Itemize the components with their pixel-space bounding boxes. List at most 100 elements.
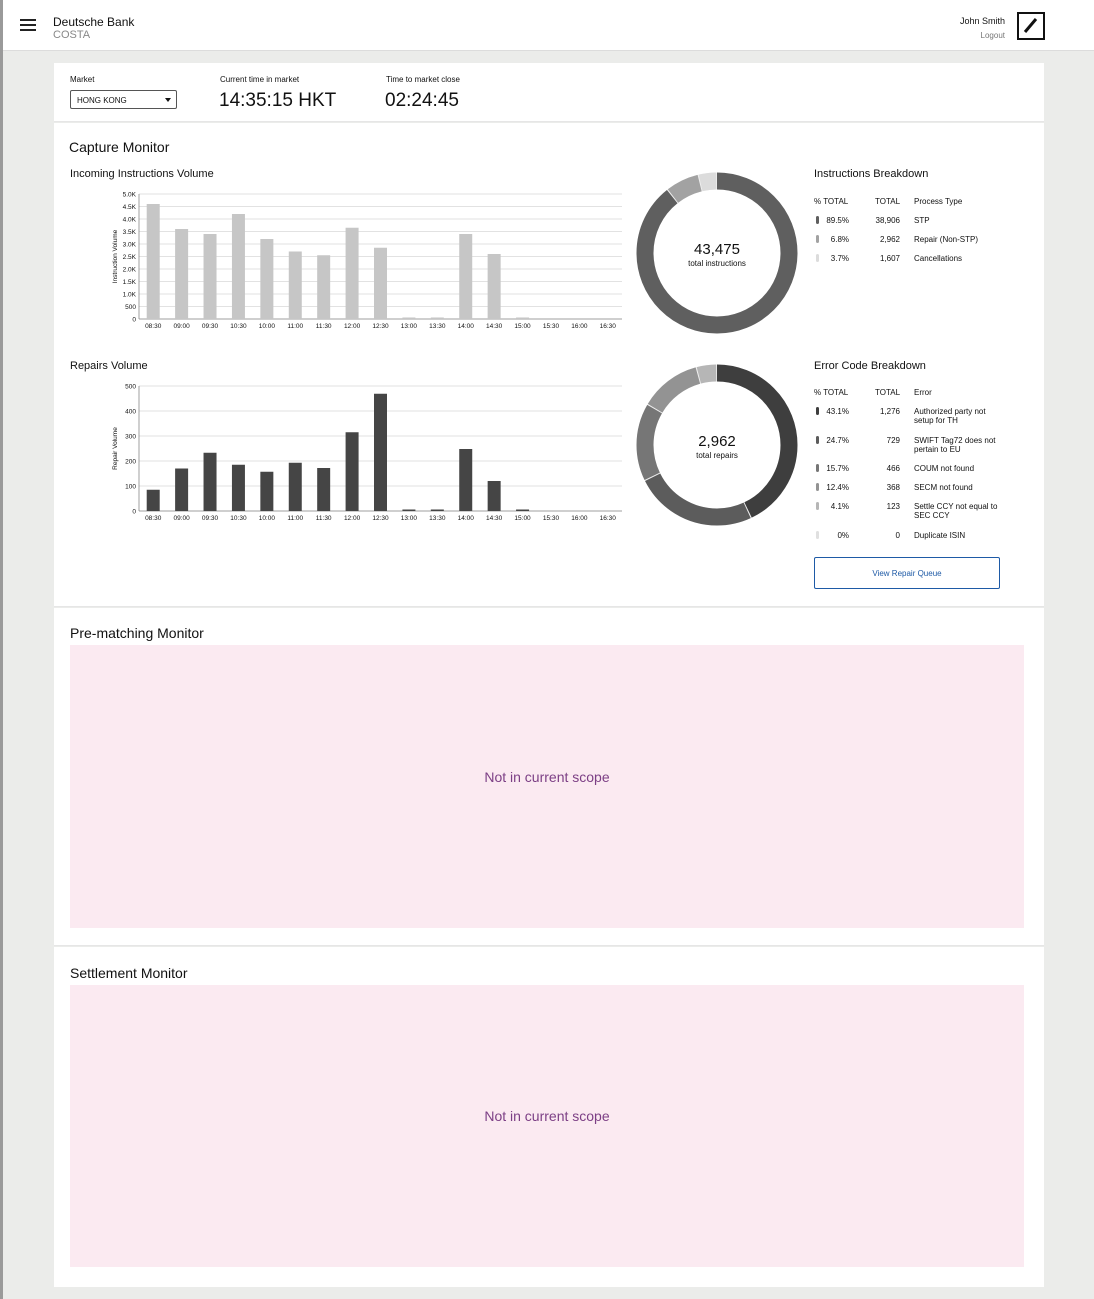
instructions-donut-center: 43,475 total instructions xyxy=(667,241,767,268)
bar xyxy=(260,471,274,511)
x-tick-label: 16:30 xyxy=(600,323,617,330)
prematching-monitor-panel: Pre-matching Monitor Not in current scop… xyxy=(54,608,1044,946)
x-tick-label: 15:00 xyxy=(514,323,531,330)
row-pct: 43.1% xyxy=(826,407,849,416)
bar xyxy=(231,214,245,319)
donut-slice xyxy=(636,172,798,334)
y-tick-label: 2.0K xyxy=(123,267,137,274)
y-tick-label: 500 xyxy=(125,384,136,391)
legend-swatch-icon xyxy=(816,254,819,262)
user-name: John Smith xyxy=(959,16,1005,26)
x-tick-label: 11:30 xyxy=(316,515,332,522)
prematching-scope-placeholder: Not in current scope xyxy=(70,645,1024,928)
brand-name: Deutsche Bank xyxy=(53,15,135,29)
error-breakdown-title: Error Code Breakdown xyxy=(814,360,926,372)
x-tick-label: 14:30 xyxy=(486,515,503,522)
y-tick-label: 0 xyxy=(132,509,136,516)
error-breakdown-table: % TOTAL TOTAL Error 43.1% 1,276 Authorized… xyxy=(814,388,1014,548)
header-pct: % TOTAL xyxy=(814,388,849,397)
repairs-volume-chart: 0 100 200 300 400 500 Repair Volume 08:30 09:00 0… xyxy=(112,384,622,522)
legend-swatch-icon xyxy=(816,502,819,510)
row-label: SWIFT Tag72 does not pertain to EU xyxy=(914,436,996,454)
bar xyxy=(430,509,444,511)
x-tick-label: 16:00 xyxy=(571,515,588,522)
market-select[interactable]: HONG KONG xyxy=(70,90,177,109)
y-tick-label: 2.5K xyxy=(123,254,137,261)
x-tick-label: 15:30 xyxy=(543,323,560,330)
bar xyxy=(317,255,331,319)
caret-down-icon xyxy=(165,98,171,102)
current-time-label: Current time in market xyxy=(220,75,300,84)
row-label: Cancellations xyxy=(914,254,963,263)
prematching-monitor-title: Pre-matching Monitor xyxy=(70,625,204,641)
hamburger-menu-icon[interactable] xyxy=(20,19,36,31)
bar xyxy=(516,317,530,319)
x-tick-label: 13:30 xyxy=(429,515,446,522)
x-tick-label: 10:30 xyxy=(230,515,247,522)
row-pct: 12.4% xyxy=(826,483,849,492)
x-tick-label: 13:00 xyxy=(401,323,418,330)
row-label: Repair (Non-STP) xyxy=(914,235,979,244)
y-axis-label: Repair Volume xyxy=(112,427,119,470)
header-label: Process Type xyxy=(914,197,963,206)
capture-monitor-title: Capture Monitor xyxy=(69,139,170,155)
x-tick-label: 15:30 xyxy=(543,515,560,522)
app-header: Deutsche Bank COSTA John Smith Logout xyxy=(3,0,1094,51)
y-tick-label: 500 xyxy=(125,304,136,311)
user-block: John Smith Logout xyxy=(960,16,1005,40)
bar xyxy=(345,227,359,319)
donut-slice xyxy=(636,364,798,526)
y-tick-label: 3.5K xyxy=(123,229,137,236)
row-total: 368 xyxy=(886,483,900,492)
y-tick-label: 4.5K xyxy=(123,204,137,211)
x-tick-label: 16:30 xyxy=(600,515,617,522)
x-tick-label: 11:30 xyxy=(316,323,332,330)
row-label: STP xyxy=(914,216,930,225)
row-pct: 3.7% xyxy=(830,254,849,263)
y-tick-label: 300 xyxy=(125,434,136,441)
x-tick-label: 09:00 xyxy=(173,323,190,330)
x-tick-label: 14:30 xyxy=(486,323,503,330)
x-tick-label: 14:00 xyxy=(458,515,475,522)
scope-text: Not in current scope xyxy=(484,769,610,785)
bar xyxy=(402,317,416,319)
donut-slice xyxy=(636,364,798,526)
x-tick-label: 08:30 xyxy=(145,323,162,330)
bar xyxy=(203,452,217,511)
settlement-scope-placeholder: Not in current scope xyxy=(70,985,1024,1267)
view-repair-queue-button[interactable]: View Repair Queue xyxy=(814,557,1000,589)
bar xyxy=(146,204,160,319)
row-total: 123 xyxy=(886,502,900,511)
row-total: 2,962 xyxy=(879,235,900,244)
header-total: TOTAL xyxy=(875,197,901,206)
y-tick-label: 1.5K xyxy=(123,279,137,286)
x-tick-label: 09:30 xyxy=(202,323,219,330)
settlement-monitor-panel: Settlement Monitor Not in current scope xyxy=(54,947,1044,1287)
scope-text: Not in current scope xyxy=(484,1108,610,1124)
market-select-value: HONG KONG xyxy=(77,96,127,105)
errors-donut-chart xyxy=(636,364,798,526)
row-pct: 24.7% xyxy=(826,436,849,445)
row-total: 1,276 xyxy=(879,407,900,416)
incoming-volume-title: Incoming Instructions Volume xyxy=(70,168,214,180)
header-label: Error xyxy=(914,388,932,397)
market-close-value: 02:24:45 xyxy=(385,90,459,111)
logout-link[interactable]: Logout xyxy=(980,31,1005,40)
deutsche-bank-logo-icon xyxy=(1017,12,1045,40)
row-label: Settle CCY not equal to SEC CCY xyxy=(914,502,998,520)
bar xyxy=(175,468,189,511)
header-total: TOTAL xyxy=(875,388,901,397)
bar xyxy=(146,489,160,511)
y-axis-label: Instruction Volume xyxy=(112,229,119,283)
x-tick-label: 12:00 xyxy=(344,323,361,330)
market-close-label: Time to market close xyxy=(386,75,460,84)
x-tick-label: 12:30 xyxy=(372,323,389,330)
x-tick-label: 08:30 xyxy=(145,515,162,522)
legend-swatch-icon xyxy=(816,436,819,444)
bar xyxy=(374,247,387,319)
x-tick-label: 14:00 xyxy=(458,323,475,330)
bar xyxy=(459,449,473,511)
x-tick-label: 12:30 xyxy=(372,515,389,522)
row-total: 0 xyxy=(895,531,900,540)
x-tick-label: 13:30 xyxy=(429,323,446,330)
